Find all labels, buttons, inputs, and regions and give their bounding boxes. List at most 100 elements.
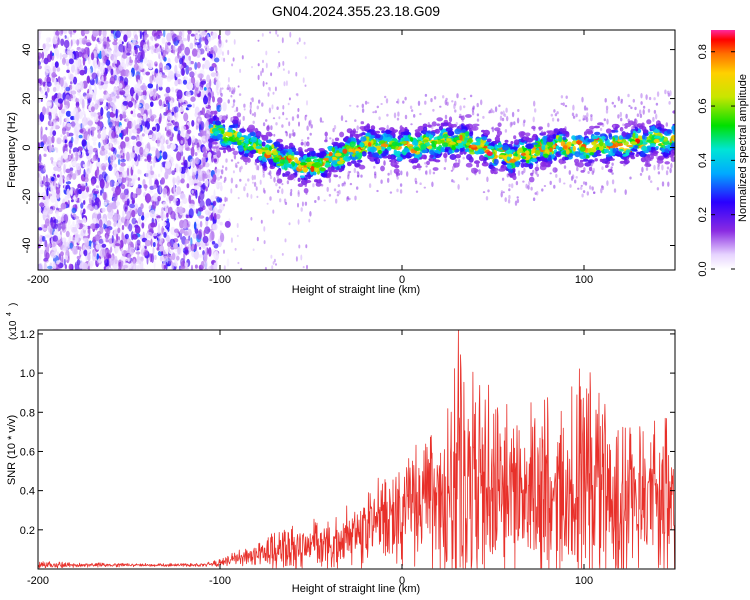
- spectrogram-cell: [554, 113, 558, 117]
- spectrogram-cell: [216, 196, 221, 203]
- spectrogram-cell: [337, 184, 340, 188]
- spectrogram-cell: [104, 106, 108, 110]
- spectrogram-cell: [138, 134, 143, 143]
- spectrogram-cell: [250, 136, 258, 141]
- spectrogram-cell: [111, 130, 117, 139]
- spectrogram-cell: [333, 125, 337, 130]
- spectrogram-cell: [44, 42, 50, 51]
- spectrogram-cell: [141, 215, 145, 221]
- spectrogram-cell: [196, 147, 201, 153]
- spectrogram-cell: [268, 146, 272, 152]
- spectrogram-cell: [160, 138, 164, 145]
- spectrogram-cell: [43, 57, 49, 65]
- spectrogram-cell: [126, 151, 130, 162]
- spectrogram-cell: [42, 134, 48, 143]
- spectrogram-cell: [297, 202, 299, 208]
- spectrogram-cell: [121, 41, 124, 45]
- spectrogram-cell: [38, 60, 41, 66]
- spectrogram-cell: [90, 126, 96, 131]
- spectrogram-cell: [95, 244, 101, 250]
- spectrogram-cell: [146, 161, 151, 171]
- spectrogram-cell: [634, 145, 639, 149]
- spectrogram-cell: [260, 219, 263, 224]
- spectrogram-cell: [540, 156, 545, 162]
- spectrogram-cell: [120, 141, 126, 150]
- spectrogram-cell: [482, 191, 486, 194]
- spectrogram-cell: [179, 232, 183, 240]
- spectrogram-cell: [186, 104, 192, 108]
- spectrogram-cell: [41, 227, 48, 231]
- spectrogram-cell: [119, 133, 123, 138]
- spectrogram-cell: [205, 104, 209, 107]
- spectrogram-cell: [112, 103, 116, 112]
- spectrogram-cell: [62, 30, 68, 35]
- spectrogram-cell: [237, 261, 240, 265]
- spectrogram-cell: [166, 218, 170, 223]
- spectrogram-cell: [165, 86, 171, 94]
- spectrogram-cell: [55, 211, 59, 218]
- spectrogram-cell: [131, 217, 137, 225]
- spectrogram-cell: [101, 243, 107, 248]
- spectrogram-cell: [448, 116, 453, 123]
- spectrogram-cell: [190, 243, 196, 252]
- spectrogram-cell: [92, 141, 97, 146]
- spectrogram-cell: [55, 147, 59, 153]
- spectrogram-cell: [422, 139, 429, 143]
- spectrogram-cell: [359, 141, 364, 148]
- spectrogram-cell: [470, 144, 477, 148]
- spectrogram-cell: [591, 135, 599, 140]
- spectrogram-cell: [182, 79, 188, 85]
- spectrogram-cell: [454, 100, 457, 106]
- spectrogram-cell: [52, 235, 58, 242]
- spectrogram-cell: [148, 178, 153, 187]
- spectrogram-cell: [63, 39, 70, 49]
- spectrogram-cell: [372, 111, 375, 114]
- spectrogram-cell: [115, 199, 120, 207]
- spectrogram-cell: [550, 113, 553, 117]
- spectrogram-cell: [194, 42, 201, 46]
- spectrogram-cell: [194, 30, 198, 37]
- spectrogram-cell: [67, 223, 70, 232]
- spectrogram-cell: [284, 145, 289, 150]
- spectrogram-cell: [77, 51, 83, 58]
- spectrogram-cell: [160, 210, 165, 220]
- spectrogram-cell: [331, 138, 335, 144]
- spectrogram-cell: [66, 131, 70, 137]
- spectrogram-cell: [287, 70, 290, 74]
- spectrogram-cell: [282, 150, 286, 156]
- spectrogram-cell: [123, 34, 128, 43]
- spectrogram-cell: [250, 217, 253, 221]
- spectrogram-cell: [108, 162, 111, 170]
- spectrogram-cell: [482, 115, 485, 119]
- spectrogram-cell: [138, 259, 141, 265]
- spectrogram-cell: [110, 246, 113, 253]
- spectrogram-cell: [395, 142, 402, 146]
- spectrogram-cell: [511, 146, 518, 150]
- spectrogram-cell: [55, 113, 58, 119]
- spectrogram-cell: [132, 113, 137, 118]
- spectrogram-cell: [98, 219, 103, 228]
- spectrogram-cell: [60, 251, 64, 257]
- spectrogram-cell: [98, 30, 102, 37]
- spectrogram-cell: [115, 108, 118, 119]
- spectrogram-cell: [383, 160, 386, 166]
- spectrogram-cell: [281, 182, 284, 186]
- spectrogram-cell: [267, 92, 270, 97]
- spectrogram-cell: [71, 120, 76, 128]
- spectrogram-cell: [153, 184, 157, 190]
- spectrogram-cell: [574, 162, 577, 166]
- spectrogram-cell: [230, 94, 233, 98]
- spectrogram-cell: [123, 77, 129, 86]
- spectrogram-cell: [142, 82, 146, 92]
- spectrogram-cell: [206, 74, 211, 83]
- spectrogram-cell: [593, 191, 596, 194]
- spectrogram-cell: [638, 125, 644, 129]
- spectrogram-cell: [143, 184, 148, 189]
- spectrogram-cell: [384, 95, 387, 99]
- spectrogram-cell: [225, 166, 228, 171]
- spectrogram-cell: [86, 75, 91, 84]
- spectrogram-cell: [166, 241, 172, 247]
- spectrogram-cell: [466, 177, 469, 181]
- spectrogram-cell: [126, 43, 132, 53]
- spectrogram-cell: [177, 55, 181, 59]
